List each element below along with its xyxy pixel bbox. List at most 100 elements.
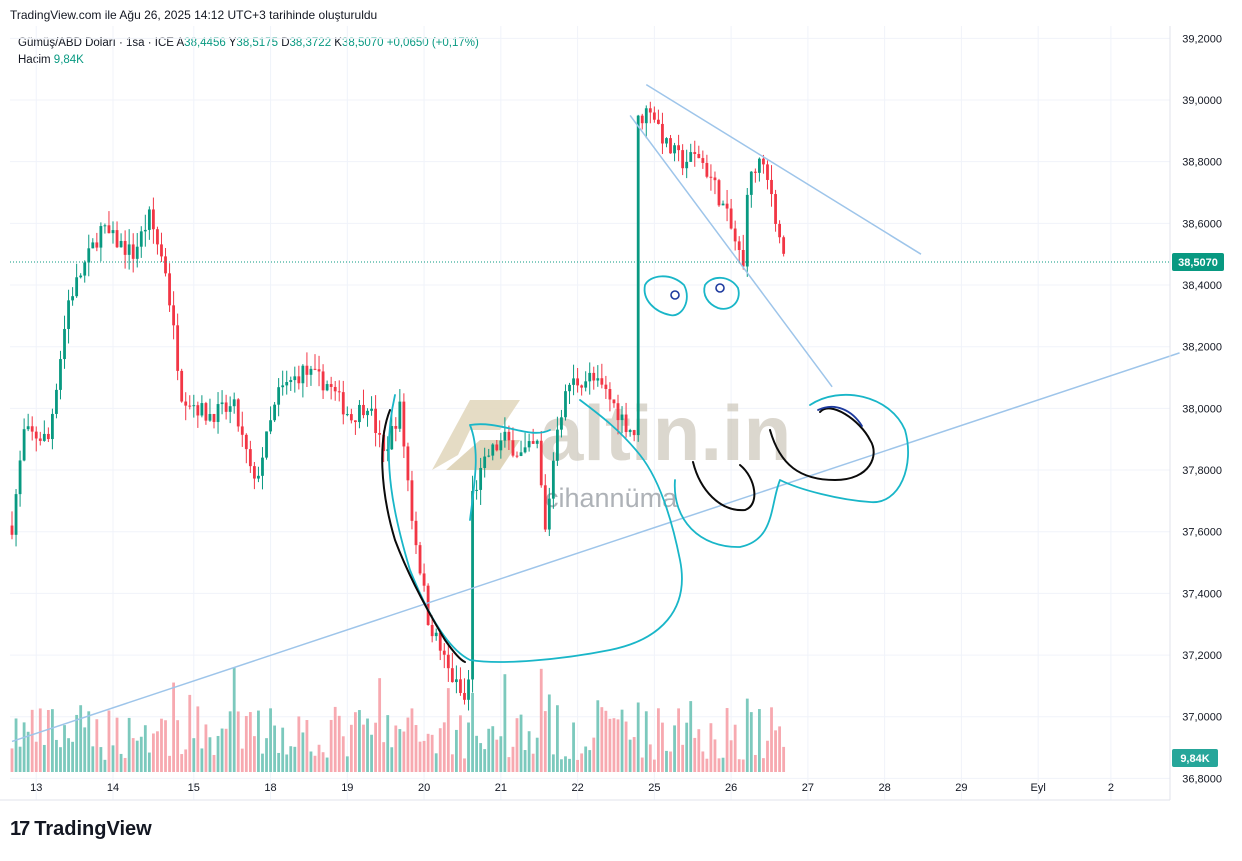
volume-bar [212,754,216,772]
volume-bar [46,710,50,772]
volume-bar [745,698,749,772]
volume-bar [313,755,317,772]
volume-bar [26,731,30,772]
volume-bar [705,758,709,772]
candle-body [253,466,256,479]
candle-body [321,371,325,391]
candle-body [491,444,495,456]
candle-body [770,179,773,195]
low-label: D [281,37,290,49]
candle-body [434,632,438,637]
volume-bar [345,756,349,772]
candle-body [657,119,660,124]
volume-bar [14,718,18,772]
candle-body [636,115,640,436]
y-tick-label: 37,0000 [1182,712,1222,724]
volume-bar [107,710,111,772]
volume-bar [261,753,264,772]
volume-bar [176,720,180,772]
candle-body [705,162,709,177]
candle-body [604,384,608,390]
candle-body [91,242,95,249]
candle-body [103,225,107,227]
candle-body [337,391,341,393]
volume-bar [374,722,377,772]
volume-bar [758,709,761,772]
volume-bar [228,711,232,772]
volume-bar [164,720,167,772]
x-tick-label: 15 [188,782,200,794]
x-tick-label: 22 [571,782,583,794]
volume-bar [160,718,163,772]
volume-bar [196,706,200,772]
volume-bar [59,747,62,772]
candle-body [681,150,685,169]
candle-body [406,446,410,481]
low-value: 38,3722 [289,37,332,49]
candle-body [269,420,272,432]
candle-body [196,405,200,416]
tradingview-logo[interactable]: 17 TradingView [10,818,152,841]
candle-body [228,406,232,412]
symbol-label[interactable]: Gümüş/ABD Doları · 1sa · ICE [18,37,174,49]
volume-bar [636,702,640,772]
candle-body [475,489,478,491]
candle-body [608,389,612,400]
volume-bar [511,746,515,772]
candle-body [418,545,422,574]
candle-body [139,231,143,247]
candle-body [499,440,503,451]
volume-bar [459,715,462,772]
candle-body [762,158,765,165]
volume-bar [753,754,757,772]
candle-body [160,244,163,257]
volume-bar [568,758,571,772]
candle-body [745,194,749,267]
candle-body [59,359,62,390]
volume-bar [273,725,276,772]
candle-body [394,426,398,429]
volume-bar [406,717,410,772]
candle-body [293,376,297,381]
candle-body [156,229,159,245]
candle-body [446,654,450,669]
candle-body [531,441,535,444]
volume-bar [99,747,103,772]
volume-label[interactable]: Hacim [18,54,51,66]
candle-body [519,452,523,456]
candle-body [539,440,543,486]
volume-bar [386,715,390,772]
candle-body [46,433,50,440]
volume-bar [410,708,414,772]
volume-bar [624,721,628,772]
candle-body [216,404,220,422]
candle-body [507,431,511,441]
watermark-sub: cihannüma [545,483,678,513]
volume-bar [398,729,402,772]
x-tick-label: Eyl [1031,782,1046,794]
candles [10,101,786,711]
x-tick-label: 2 [1108,782,1114,794]
candle-body [778,223,781,238]
candle-body [168,273,171,306]
volume-bar [499,736,503,772]
volume-bar [240,748,244,772]
volume-bar [677,708,680,772]
last-volume-badge: 9,84K [1172,749,1218,767]
volume-bar [111,745,115,772]
candle-body [188,405,192,407]
change-value: +0,0650 (+0,17%) [386,37,479,49]
candle-body [281,385,285,388]
volume-bar [628,739,632,772]
candle-body [523,447,527,453]
candle-body [18,460,22,495]
volume-bar [661,722,664,772]
candle-body [665,138,668,144]
candle-body [370,408,373,411]
volume-bar [277,752,281,772]
candle-body [200,403,204,416]
tradingview-wordmark: TradingView [34,818,152,840]
candle-body [527,441,531,448]
candle-body [390,426,394,450]
